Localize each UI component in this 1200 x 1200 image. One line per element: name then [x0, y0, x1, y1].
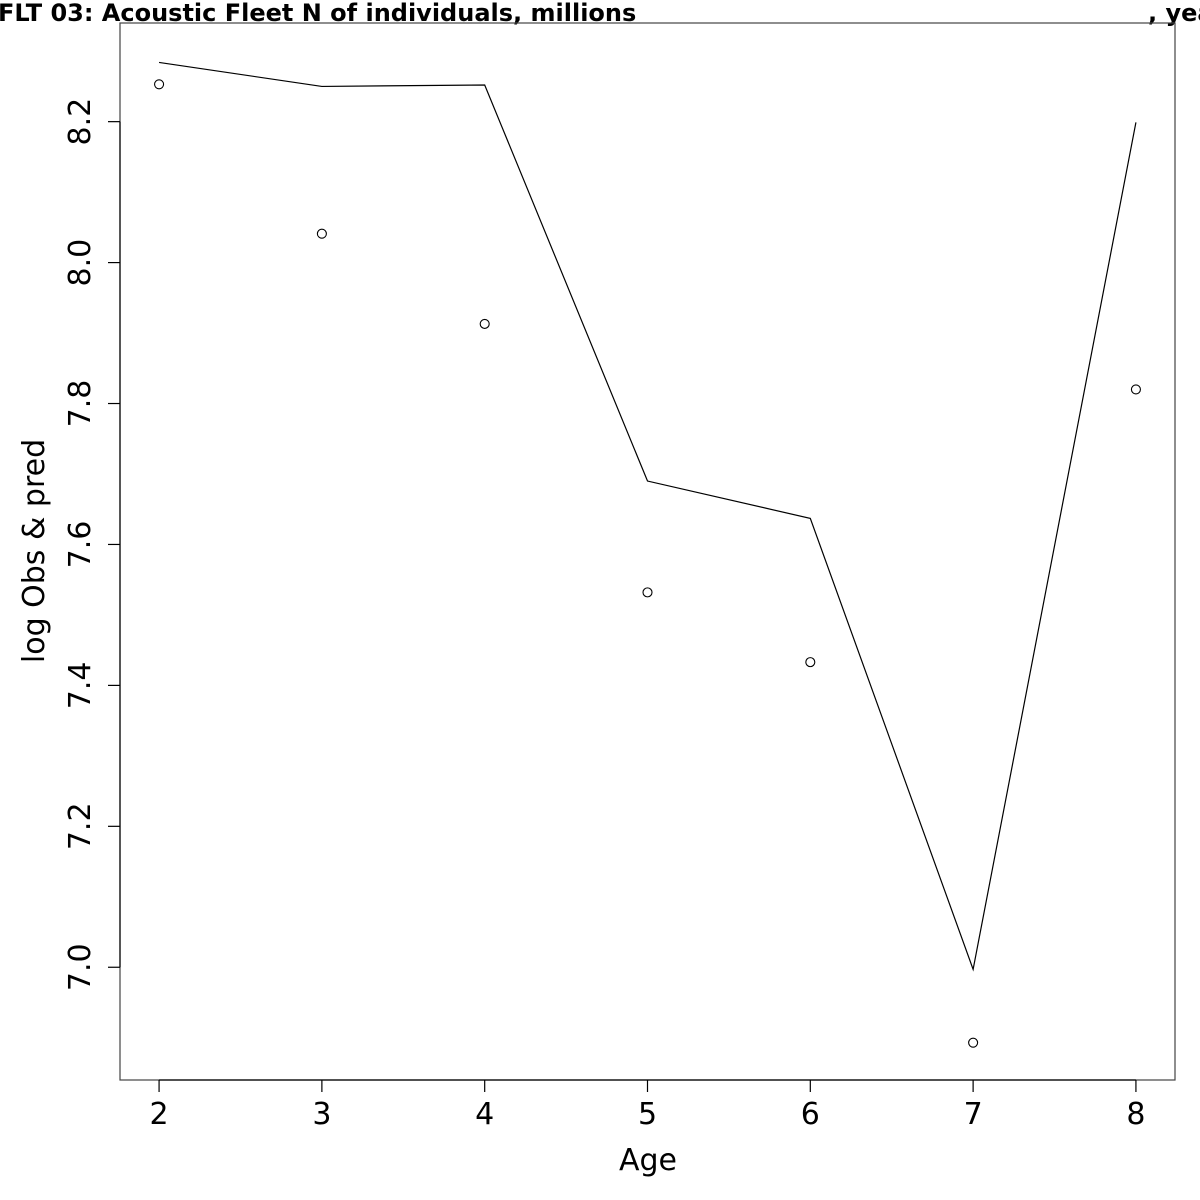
y-tick-label: 7.2 — [63, 802, 98, 850]
x-tick-label: 4 — [475, 1097, 494, 1132]
observed-point — [1130, 384, 1141, 395]
plot-frame — [119, 22, 1176, 1081]
y-tick-label: 8.2 — [63, 98, 98, 146]
x-tick-label: 8 — [1126, 1097, 1145, 1132]
y-tick-label: 7.8 — [63, 380, 98, 428]
x-axis-label: Age — [619, 1143, 677, 1178]
x-tick-label: 6 — [801, 1097, 820, 1132]
observed-point — [154, 79, 165, 90]
observed-point — [316, 228, 327, 239]
y-tick-label: 7.0 — [63, 943, 98, 991]
y-tick-label: 7.4 — [63, 662, 98, 710]
predicted-line — [158, 61, 1137, 972]
series-layer — [154, 61, 1141, 1048]
observed-point — [642, 587, 653, 598]
x-axis: 2 3 4 5 6 7 8 — [150, 1079, 1145, 1132]
x-tick-label: 7 — [964, 1097, 983, 1132]
observed-point — [968, 1037, 979, 1048]
observed-point — [805, 657, 816, 668]
x-tick-label: 3 — [312, 1097, 331, 1132]
x-tick-label: 2 — [150, 1097, 169, 1132]
observed-point — [479, 318, 490, 329]
y-axis-label: log Obs & pred — [17, 439, 52, 663]
x-tick-label: 5 — [638, 1097, 657, 1132]
y-axis: 7.0 7.2 7.4 7.6 7.8 8.0 8.2 — [63, 98, 121, 991]
y-tick-label: 8.0 — [63, 239, 98, 287]
y-tick-label: 7.6 — [63, 521, 98, 569]
